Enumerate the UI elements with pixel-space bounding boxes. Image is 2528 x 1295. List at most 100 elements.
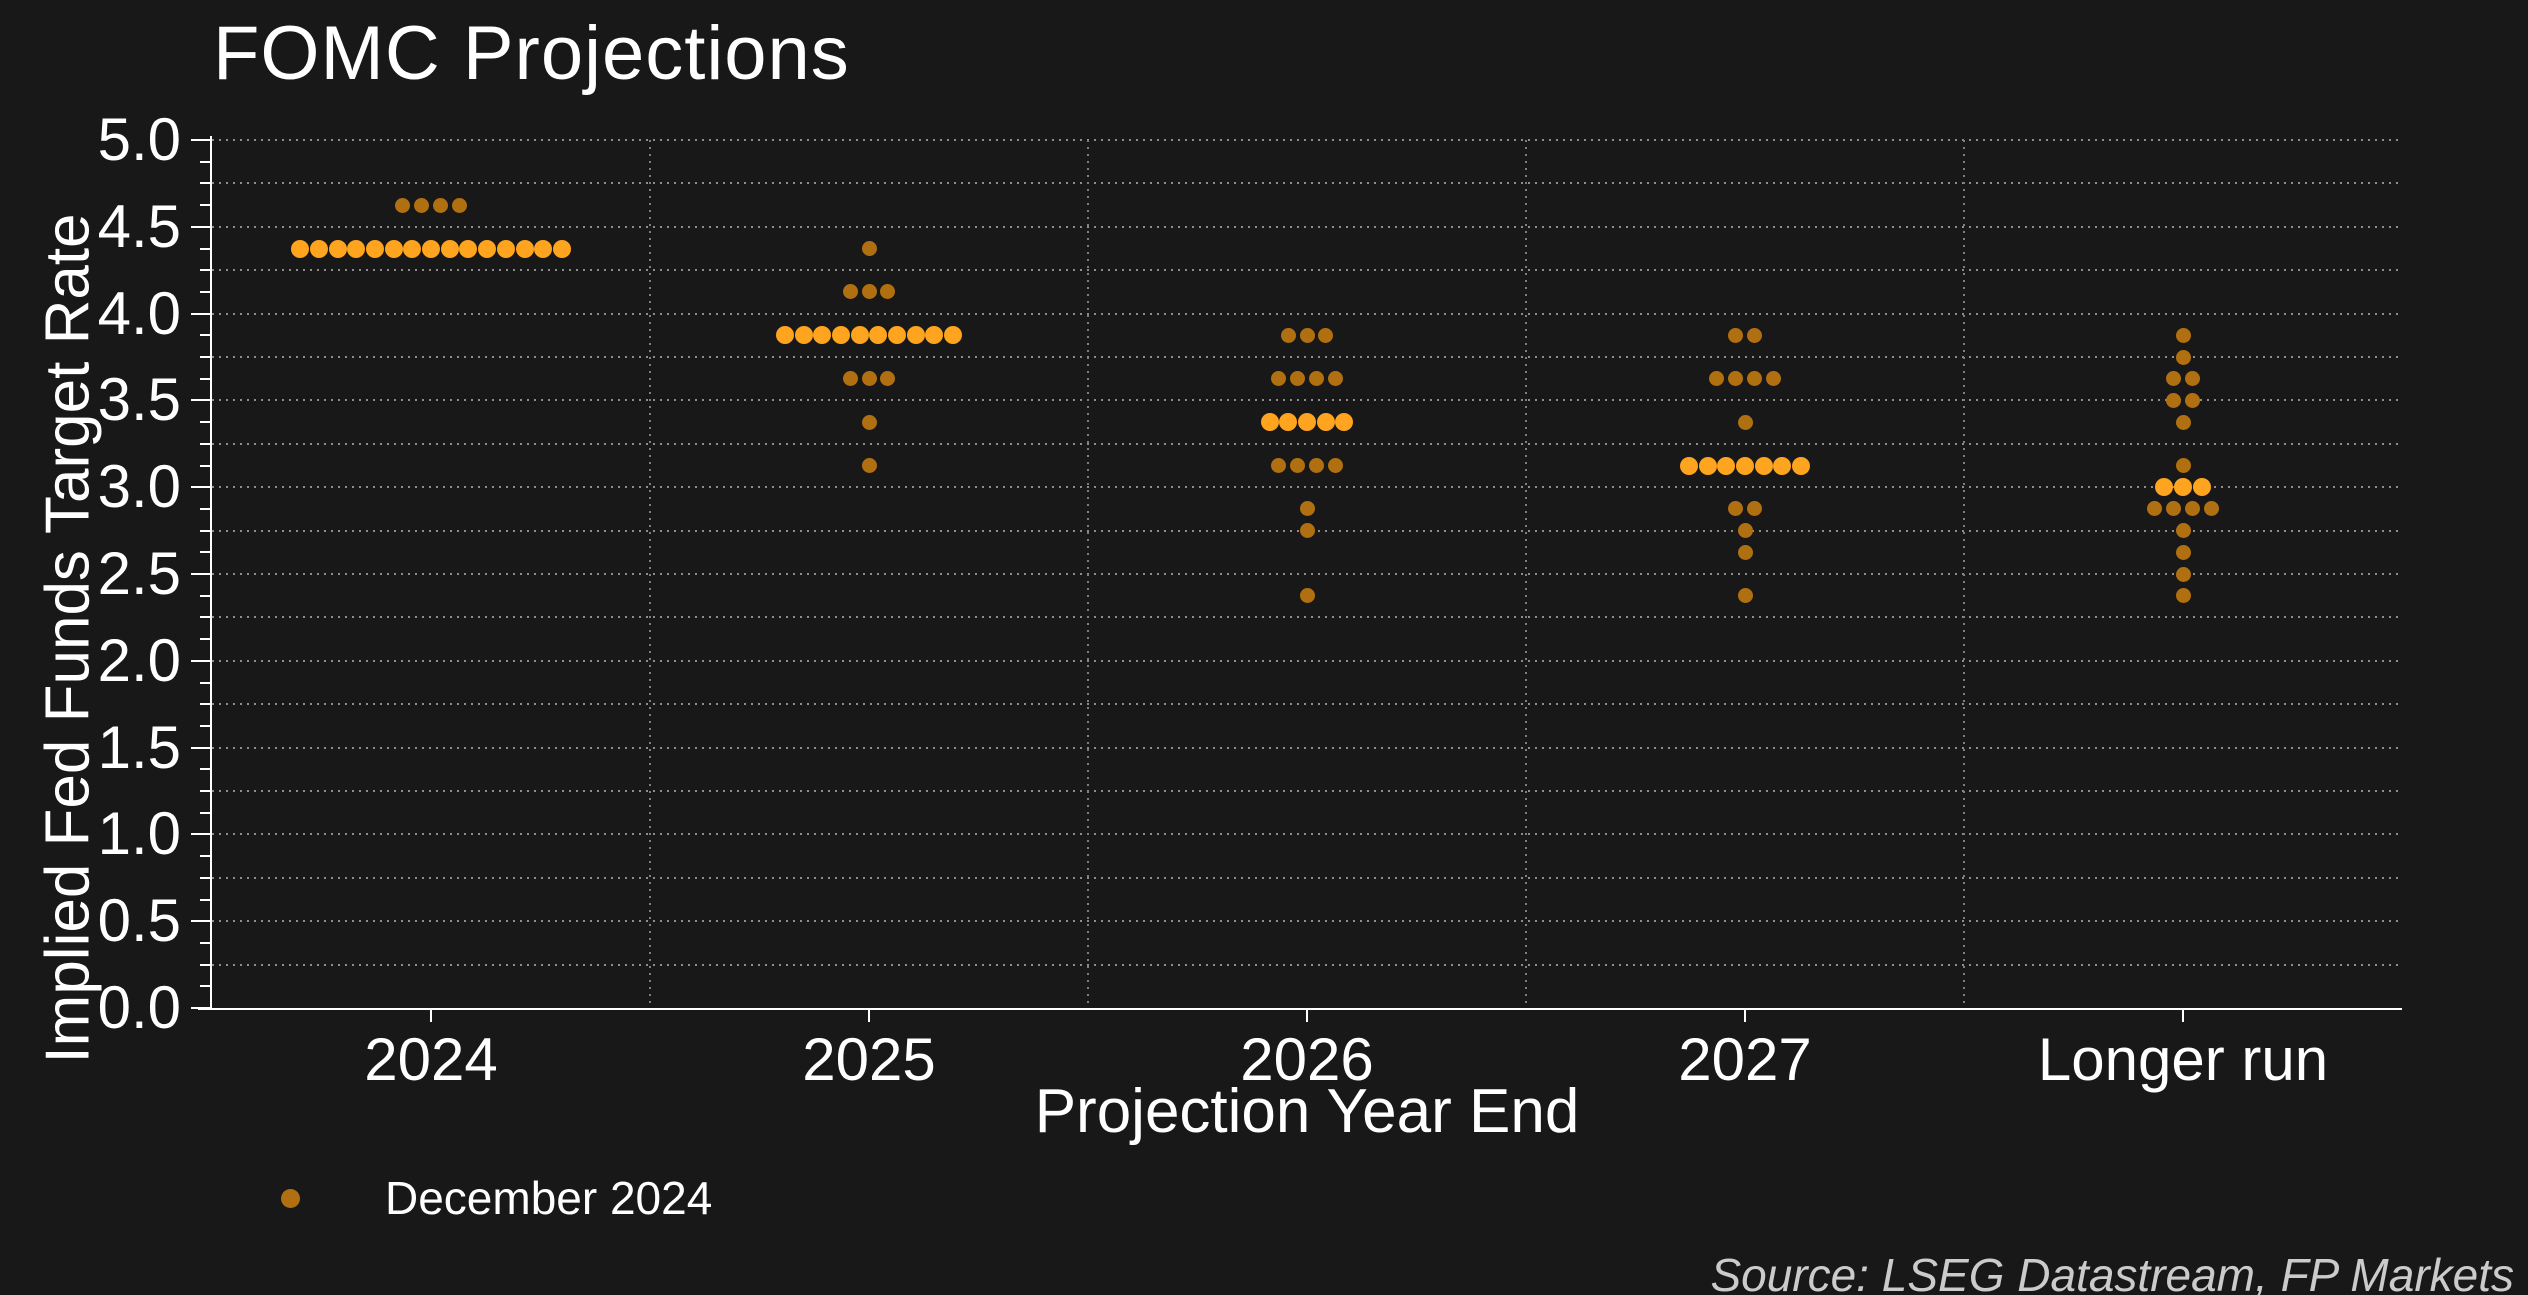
projection-dot	[888, 326, 907, 345]
gridline-horizontal	[212, 356, 2402, 358]
y-minor-tick	[200, 963, 210, 966]
y-tick-label: 1.5	[97, 713, 181, 781]
projection-dot	[1280, 327, 1296, 343]
projection-dot	[2175, 566, 2191, 582]
projection-dot	[1327, 371, 1343, 387]
y-minor-tick	[200, 377, 210, 380]
projection-dot	[328, 239, 347, 258]
gridline-vertical	[1963, 140, 1965, 1008]
y-minor-tick	[200, 334, 210, 337]
y-tick-label: 4.0	[97, 279, 181, 347]
y-minor-tick	[200, 442, 210, 445]
projection-dot	[1792, 456, 1811, 475]
gridline-horizontal	[212, 790, 2402, 792]
projection-dot	[552, 239, 571, 258]
y-minor-tick	[200, 681, 210, 684]
gridline-horizontal	[212, 833, 2402, 836]
projection-dot	[2175, 458, 2191, 473]
projection-dot	[1271, 458, 1287, 473]
legend-label: December 2024	[385, 1172, 713, 1224]
y-major-tick	[191, 573, 210, 575]
projection-dot	[414, 197, 430, 213]
projection-dot	[347, 239, 366, 258]
projection-dot	[2175, 588, 2191, 604]
projection-dot	[880, 284, 896, 300]
x-tick-label: 2026	[1240, 1026, 1374, 1093]
projection-dot	[440, 239, 459, 258]
projection-dot	[451, 197, 467, 213]
gridline-horizontal	[212, 442, 2402, 445]
projection-dot	[1299, 501, 1315, 517]
y-minor-tick	[200, 269, 210, 272]
projection-dot	[880, 371, 896, 387]
projection-dot	[2184, 392, 2200, 408]
y-major-tick	[191, 659, 210, 662]
x-tick	[1744, 1008, 1746, 1022]
x-tick	[1306, 1008, 1308, 1022]
gridline-horizontal	[212, 139, 2402, 141]
projection-dot	[2174, 478, 2192, 497]
projection-dot	[515, 239, 534, 258]
y-tick-label: 0.0	[97, 974, 181, 1041]
projection-dot	[944, 326, 963, 345]
gridline-horizontal	[212, 659, 2402, 662]
y-minor-tick	[200, 616, 210, 619]
y-tick-label: 5.0	[97, 106, 181, 173]
projection-dot	[1728, 371, 1744, 387]
projection-dot	[1746, 501, 1762, 517]
gridline-horizontal	[212, 182, 2402, 185]
y-major-tick	[191, 312, 210, 315]
y-minor-tick	[200, 160, 210, 163]
gridline-horizontal	[212, 486, 2402, 489]
gridline-vertical	[1087, 140, 1089, 1008]
gridline-horizontal	[212, 963, 2402, 966]
y-minor-tick	[200, 182, 210, 185]
projection-dot	[1298, 413, 1316, 432]
projection-dot	[1271, 371, 1287, 387]
y-minor-tick	[200, 855, 210, 858]
gridline-horizontal	[212, 616, 2402, 619]
projection-dot	[403, 239, 422, 258]
y-minor-tick	[200, 898, 210, 901]
y-minor-tick	[200, 204, 210, 207]
y-tick-label: 2.5	[97, 540, 181, 607]
projection-dot	[1717, 456, 1736, 475]
gridline-horizontal	[212, 269, 2402, 272]
gridline-horizontal	[212, 920, 2402, 923]
x-tick-label: 2024	[364, 1026, 498, 1093]
y-tick-label: 0.5	[97, 887, 181, 955]
x-tick-label: 2027	[1678, 1026, 1812, 1093]
projection-dot	[2147, 501, 2163, 517]
projection-dot	[813, 326, 832, 345]
y-minor-tick	[200, 724, 210, 727]
projection-dot	[906, 326, 925, 345]
projection-dot	[1290, 458, 1306, 473]
projection-dot	[1299, 523, 1315, 539]
projection-dot	[925, 326, 944, 345]
projection-dot	[1679, 456, 1698, 475]
y-tick-label: 1.0	[97, 800, 181, 868]
y-minor-tick	[200, 876, 210, 879]
projection-dot	[432, 197, 448, 213]
projection-dot	[1308, 371, 1324, 387]
gridline-horizontal	[212, 703, 2402, 706]
projection-dot	[1746, 371, 1762, 387]
projection-dot	[850, 326, 869, 345]
source-credit: Source: LSEG Datastream, FP Markets	[1710, 1249, 2514, 1295]
projection-dot	[869, 326, 888, 345]
projection-dot	[1327, 458, 1343, 473]
plot-area	[212, 139, 2402, 1008]
projection-dot	[365, 239, 384, 258]
projection-dot	[1290, 371, 1306, 387]
projection-dot	[861, 241, 877, 256]
y-minor-tick	[200, 290, 210, 293]
projection-dot	[1335, 413, 1354, 432]
projection-dot	[861, 371, 877, 387]
projection-dot	[384, 239, 403, 258]
y-major-tick	[191, 833, 210, 836]
y-minor-tick	[200, 790, 210, 792]
projection-dot	[861, 458, 877, 473]
legend: December 2024	[270, 1168, 712, 1228]
gridline-horizontal	[212, 746, 2402, 749]
